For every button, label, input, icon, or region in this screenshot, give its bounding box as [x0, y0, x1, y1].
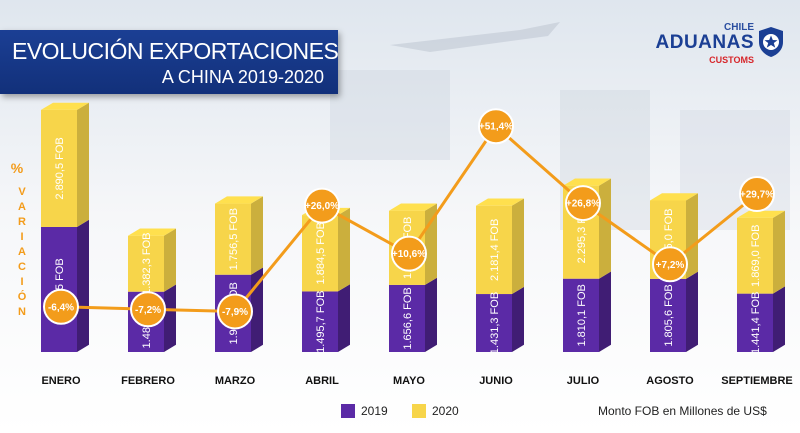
value-label-2019-4: 1.656,6 FOB — [402, 287, 414, 349]
bar-2020-top-7 — [650, 193, 698, 201]
bar-2020-top-2 — [215, 196, 263, 204]
bar-2019-side-5 — [512, 286, 524, 352]
bar-2019-side-6 — [599, 271, 611, 352]
bar-2020-top-6 — [563, 178, 611, 186]
bar-2020-top-4 — [389, 203, 437, 211]
bar-2019-side-8 — [773, 286, 785, 352]
variation-point-6 — [565, 185, 601, 222]
bar-2020-side-1 — [164, 228, 176, 292]
variation-point-1 — [130, 291, 166, 328]
bar-2020-side-2 — [251, 196, 263, 275]
variation-point-5 — [478, 108, 514, 145]
chart-subtitle: A CHINA 2019-2020 — [161, 67, 324, 87]
value-label-2020-1: 1.382,3 FOB — [141, 233, 153, 295]
bar-2020-2 — [215, 203, 251, 275]
legend-swatch-2020 — [412, 404, 426, 418]
bar-2019-3 — [302, 291, 338, 352]
category-label-2: MARZO — [215, 375, 256, 387]
category-label-5: JUNIO — [479, 375, 513, 387]
value-label-2019-6: 1.810,1 FOB — [576, 284, 588, 346]
variation-label-1: -7,2% — [135, 305, 161, 316]
variation-label-3: +26,0% — [305, 201, 339, 212]
y-axis-symbol: % — [10, 160, 24, 176]
bar-2020-1 — [128, 235, 164, 292]
legend-label-2020: 2020 — [432, 404, 459, 418]
chart-title: EVOLUCIÓN EXPORTACIONES — [12, 38, 339, 64]
bar-2019-side-0 — [77, 219, 89, 352]
bar-2020-side-5 — [512, 198, 524, 295]
bar-2020-top-0 — [41, 102, 89, 110]
bar-2020-side-6 — [599, 178, 611, 279]
legend-label-2019: 2019 — [361, 404, 388, 418]
variation-label-8: +29,7% — [740, 190, 774, 201]
variation-point-2 — [217, 293, 253, 330]
bar-2020-side-0 — [77, 102, 89, 227]
legend-swatch-2019 — [341, 404, 355, 418]
bar-2020-side-7 — [686, 193, 698, 279]
variation-point-7 — [652, 246, 688, 283]
bar-2019-side-7 — [686, 271, 698, 352]
value-label-2019-3: 1.495,7 FOB — [315, 291, 327, 353]
category-label-4: MAYO — [393, 375, 425, 387]
category-label-1: FEBRERO — [121, 375, 175, 387]
title-banner: EVOLUCIÓN EXPORTACIONES A CHINA 2019-202… — [0, 30, 339, 94]
category-label-0: ENERO — [41, 375, 81, 387]
variation-label-5: +51,4% — [479, 122, 513, 133]
bar-2020-8 — [737, 217, 773, 294]
unit-note: Monto FOB en Millones de US$ — [598, 404, 767, 418]
bar-2020-top-1 — [128, 228, 176, 236]
bar-2020-top-5 — [476, 198, 524, 206]
bar-2020-top-8 — [737, 210, 785, 218]
variation-point-4 — [391, 235, 427, 272]
value-label-2019-7: 1.805,6 FOB — [663, 284, 675, 346]
logo-customs-text: CUSTOMS — [709, 55, 754, 65]
value-label-2020-3: 1.884,5 FOB — [315, 222, 327, 284]
bar-2020-side-3 — [338, 207, 350, 292]
category-label-7: AGOSTO — [646, 375, 694, 387]
variation-label-2: -7,9% — [222, 307, 248, 318]
category-label-3: ABRIL — [305, 375, 339, 387]
variation-label-4: +10,6% — [392, 249, 426, 260]
category-label-8: SEPTIEMBRE — [721, 375, 793, 387]
value-label-2019-5: 1.431,3 FOB — [489, 292, 501, 354]
bar-2019-4 — [389, 284, 425, 352]
bar-2020-3 — [302, 215, 338, 292]
variation-label-0: -6,4% — [48, 302, 74, 313]
bar-2019-8 — [737, 293, 773, 352]
logo-aduanas-text: ADUANAS — [655, 32, 754, 53]
value-label-2019-8: 1.441,4 FOB — [750, 292, 762, 354]
bar-2019-5 — [476, 294, 512, 352]
bar-2019-side-4 — [425, 277, 437, 352]
category-label-6: JULIO — [567, 375, 600, 387]
y-axis-label: VARIACIÓN — [16, 186, 28, 321]
variation-label-6: +26,8% — [566, 199, 600, 210]
bar-2019-6 — [563, 278, 599, 352]
value-label-2020-2: 1.756,5 FOB — [228, 208, 240, 270]
value-label-2020-5: 2.181,4 FOB — [489, 219, 501, 281]
bar-2020-0 — [41, 109, 77, 227]
bar-2019-7 — [650, 278, 686, 352]
variation-point-0 — [43, 288, 79, 325]
bar-2020-side-8 — [773, 210, 785, 294]
aduanas-logo: CHILE ADUANAS CUSTOMS — [626, 22, 788, 72]
shield-star-icon — [759, 27, 783, 57]
variation-point-3 — [304, 187, 340, 224]
variation-point-8 — [739, 176, 775, 213]
bar-2019-side-3 — [338, 284, 350, 352]
logo-chile-text: CHILE — [724, 22, 754, 33]
variation-label-7: +7,2% — [656, 260, 685, 271]
value-label-2020-0: 2.890,5 FOB — [54, 137, 66, 199]
bar-2019-side-1 — [164, 284, 176, 352]
bar-2020-5 — [476, 205, 512, 295]
value-label-2020-8: 1.869,0 FOB — [750, 225, 762, 287]
